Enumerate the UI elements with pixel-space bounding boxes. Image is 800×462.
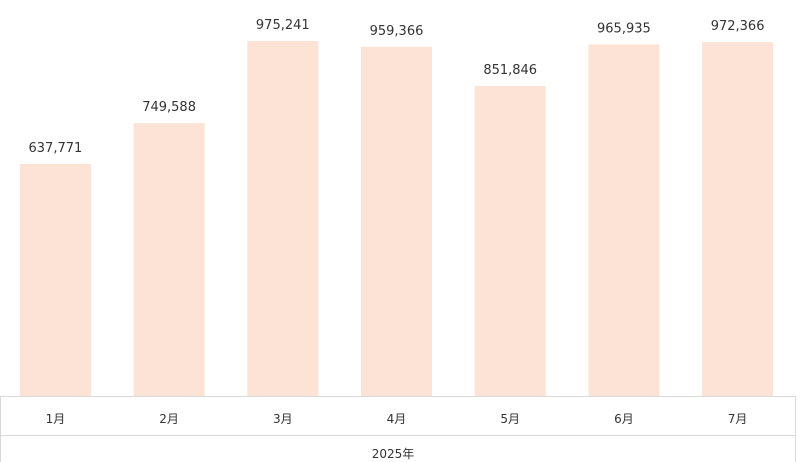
bar-5 (474, 85, 546, 397)
x-tick-label-5: 5月 (500, 412, 520, 426)
x-tick-label-7: 7月 (728, 412, 748, 426)
bar-7 (702, 42, 774, 396)
bar-4 (361, 46, 432, 397)
x-axis (0, 396, 796, 462)
x-tick-label-3: 3月 (273, 412, 293, 426)
bar-3 (247, 41, 319, 396)
x-tick-labels-group: 1月 2月 3月 4月 5月 6月 7月 (46, 412, 748, 426)
data-label-6: 965,935 (597, 21, 651, 36)
data-label-5: 851,846 (483, 63, 537, 78)
value-labels-group: 637,771 749,588 975,241 959,366 851,846 965,9… (29, 18, 765, 156)
x-group-label: 2025年 (372, 447, 415, 461)
bar-2 (133, 123, 205, 396)
data-label-7: 972,366 (711, 19, 765, 34)
x-tick-label-4: 4月 (387, 412, 407, 426)
data-label-3: 975,241 (256, 18, 310, 33)
bar-1 (19, 163, 91, 396)
x-tick-label-2: 2月 (159, 412, 179, 426)
data-label-4: 959,366 (370, 24, 424, 39)
bar-6 (588, 44, 660, 397)
bars-group (19, 41, 774, 397)
data-label-2: 749,588 (142, 100, 196, 115)
x-tick-label-1: 1月 (46, 412, 66, 426)
x-tick-label-6: 6月 (614, 412, 634, 426)
data-label-1: 637,771 (29, 141, 83, 156)
